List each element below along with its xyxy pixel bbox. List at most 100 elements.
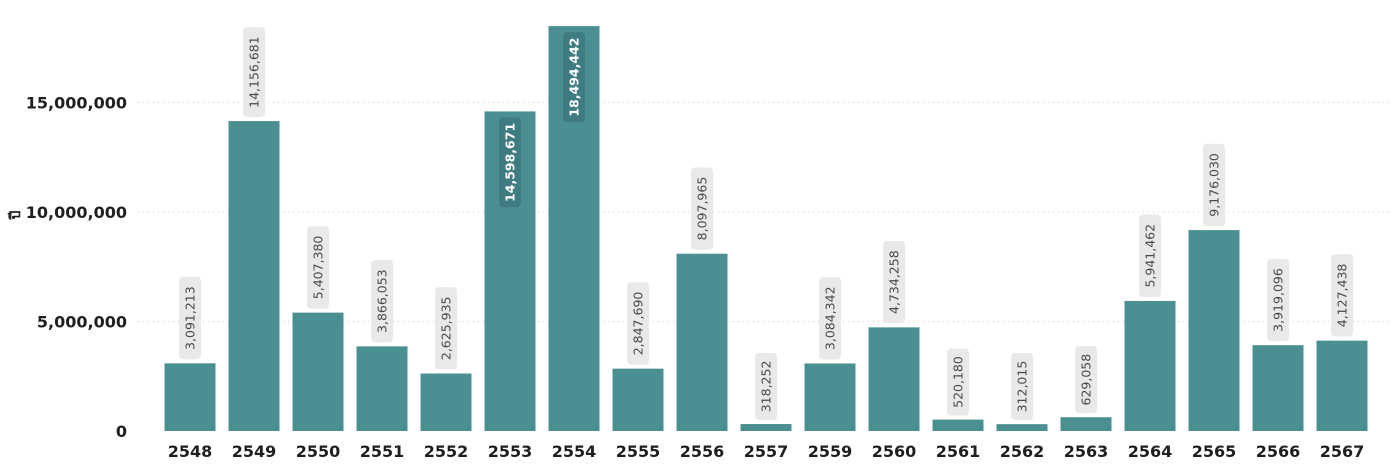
- data-label-group: 14,598,671: [499, 117, 521, 208]
- data-label: 3,091,213: [183, 286, 198, 350]
- x-tick-label: 2562: [1000, 442, 1045, 461]
- data-label: 4,127,438: [1335, 264, 1350, 328]
- data-label: 2,625,935: [439, 297, 454, 361]
- bar: [292, 312, 344, 431]
- bar: [804, 363, 856, 431]
- data-label-group: 5,407,380: [307, 226, 329, 309]
- x-tick-label: 2565: [1192, 442, 1237, 461]
- x-tick-label: 2548: [168, 442, 213, 461]
- bar: [932, 419, 984, 431]
- data-label-group: 3,084,342: [819, 277, 841, 360]
- data-label-bg: [435, 287, 457, 370]
- bar: [996, 424, 1048, 431]
- data-label-group: 9,176,030: [1203, 143, 1225, 227]
- y-tick-label: 10,000,000: [26, 203, 127, 222]
- data-label-group: 629,058: [1075, 346, 1097, 414]
- data-label-group: 8,097,965: [691, 167, 713, 250]
- data-label-bg: [691, 167, 713, 250]
- data-label-bg: [1267, 258, 1289, 342]
- x-tick-label: 2556: [680, 442, 725, 461]
- data-label: 14,156,681: [247, 36, 262, 108]
- y-tick-label: 15,000,000: [26, 94, 127, 113]
- data-label-bg: [819, 277, 841, 360]
- data-label-bg: [1011, 352, 1033, 421]
- y-axis-label: ปี: [8, 210, 24, 220]
- data-label-bg: [499, 117, 521, 208]
- data-label-bg: [243, 27, 265, 118]
- data-label-bg: [1075, 346, 1097, 414]
- x-tick-label: 2559: [808, 442, 853, 461]
- data-label-bg: [179, 276, 201, 360]
- bar: [1252, 345, 1304, 431]
- data-label: 3,866,053: [375, 269, 390, 333]
- data-label-bg: [883, 240, 905, 324]
- data-label: 520,180: [951, 356, 966, 408]
- y-tick-label: 0: [116, 422, 127, 441]
- data-labels: 3,091,213 14,156,681 5,407,380 3,866,053 2,6…: [179, 27, 1353, 421]
- data-label: 3,919,096: [1271, 268, 1286, 332]
- bar: [356, 346, 408, 431]
- data-label-group: 4,127,438: [1331, 254, 1353, 337]
- x-axis-ticks: 2548 2549 2550 2551 2552 2553 2554 2555 2556 2557…: [168, 442, 1365, 461]
- x-tick-label: 2561: [936, 442, 981, 461]
- data-label: 9,176,030: [1207, 153, 1222, 217]
- data-label: 14,598,671: [503, 123, 518, 202]
- data-label-bg: [1331, 254, 1353, 337]
- x-tick-label: 2552: [424, 442, 469, 461]
- y-axis-ticks: 0 5,000,000 10,000,000 15,000,000: [26, 94, 127, 441]
- data-label-bg: [371, 259, 393, 343]
- data-label-group: 3,866,053: [371, 259, 393, 343]
- x-tick-label: 2550: [296, 442, 341, 461]
- y-tick-label: 5,000,000: [37, 313, 127, 332]
- bar: [1188, 230, 1240, 431]
- bar: [164, 363, 216, 431]
- bar: [1060, 417, 1112, 431]
- bar: [868, 327, 920, 431]
- x-tick-label: 2567: [1320, 442, 1365, 461]
- data-label-group: 4,734,258: [883, 240, 905, 324]
- data-label: 4,734,258: [887, 250, 902, 314]
- data-label-group: 3,091,213: [179, 276, 201, 360]
- bar: [228, 121, 280, 432]
- data-label-bg: [563, 32, 585, 123]
- x-tick-label: 2564: [1128, 442, 1173, 461]
- x-tick-label: 2560: [872, 442, 917, 461]
- x-tick-label: 2553: [488, 442, 533, 461]
- x-tick-label: 2555: [616, 442, 661, 461]
- data-label-group: 18,494,442: [563, 32, 585, 123]
- data-label-group: 5,941,462: [1139, 214, 1161, 297]
- data-label-group: 520,180: [947, 348, 969, 416]
- data-label-bg: [1203, 143, 1225, 227]
- x-tick-label: 2566: [1256, 442, 1301, 461]
- data-label-group: 2,847,690: [627, 282, 649, 365]
- data-label: 2,847,690: [631, 292, 646, 356]
- bar: [1124, 300, 1176, 431]
- x-tick-label: 2557: [744, 442, 789, 461]
- data-label: 8,097,965: [695, 177, 710, 241]
- data-label-group: 14,156,681: [243, 27, 265, 118]
- x-tick-label: 2549: [232, 442, 277, 461]
- grid-lines: [138, 102, 1392, 323]
- x-tick-label: 2551: [360, 442, 405, 461]
- data-label-bg: [1139, 214, 1161, 297]
- bar: [1316, 340, 1368, 431]
- data-label: 312,015: [1015, 361, 1030, 413]
- bars: [164, 26, 1368, 432]
- data-label-bg: [307, 226, 329, 309]
- x-tick-label: 2554: [552, 442, 597, 461]
- data-label-group: 2,625,935: [435, 287, 457, 370]
- data-label-bg: [755, 352, 777, 421]
- data-label: 3,084,342: [823, 286, 838, 350]
- data-label: 5,941,462: [1143, 224, 1158, 288]
- bar: [740, 424, 792, 431]
- data-label: 318,252: [759, 361, 774, 413]
- data-label-bg: [627, 282, 649, 365]
- data-label: 629,058: [1079, 354, 1094, 406]
- bar: [420, 373, 472, 431]
- data-label-group: 3,919,096: [1267, 258, 1289, 342]
- bar: [676, 253, 728, 431]
- data-label: 5,407,380: [311, 236, 326, 300]
- data-label-bg: [947, 348, 969, 416]
